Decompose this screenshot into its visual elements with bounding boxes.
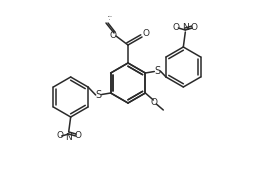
Text: O: O [56,132,63,140]
Text: O: O [143,30,149,39]
Text: methyl: methyl [108,16,113,17]
Text: O: O [109,19,110,20]
Text: N: N [65,132,72,142]
Text: O: O [151,98,158,106]
Text: S: S [96,90,102,100]
Text: O: O [173,24,180,33]
Text: N: N [182,22,189,31]
Text: S: S [154,66,160,76]
Text: O: O [191,24,198,33]
Text: O: O [109,31,117,39]
Text: O: O [74,132,81,140]
